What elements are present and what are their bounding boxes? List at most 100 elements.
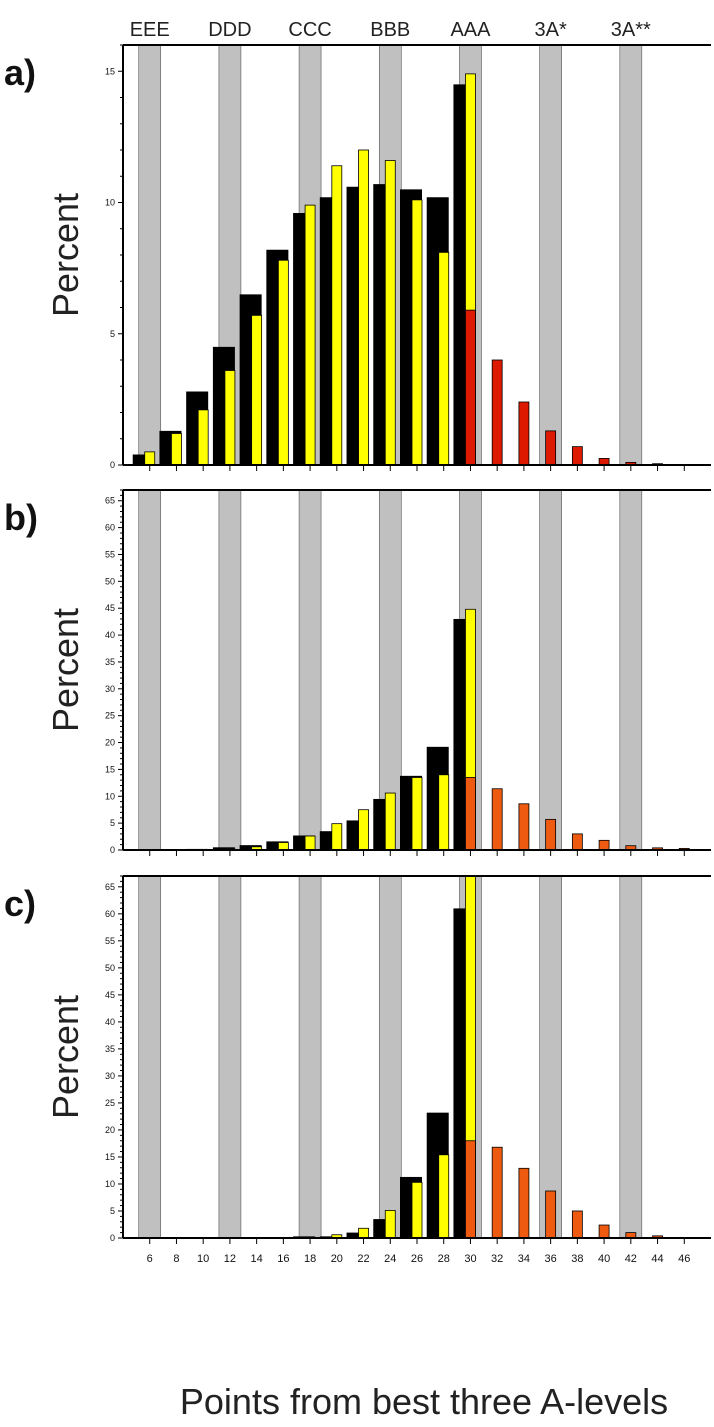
y-tick-label: 45: [105, 603, 115, 613]
bar-black: [266, 841, 289, 850]
bar-orange: [518, 1167, 530, 1239]
bar-yellow: [411, 777, 423, 851]
grade-label: 3A**: [611, 19, 651, 41]
bar-yellow: [358, 1227, 369, 1239]
x-tick-label: 10: [197, 1253, 209, 1265]
x-tick-label: 28: [438, 1253, 450, 1265]
x-tick-label: 16: [277, 1253, 289, 1265]
grade-band: [298, 489, 322, 851]
grade-label: AAA: [450, 19, 491, 41]
panel-label: a): [4, 52, 36, 93]
bar-yellow: [304, 204, 316, 466]
y-tick-label: 10: [105, 1179, 115, 1189]
x-tick-label: 24: [384, 1253, 396, 1265]
bar-red: [571, 446, 583, 466]
bar-orange: [571, 1210, 583, 1239]
x-tick-label: 34: [518, 1253, 530, 1265]
y-tick-label: 50: [105, 576, 115, 586]
grade-band: [218, 875, 242, 1239]
x-tick-label: 8: [173, 1253, 179, 1265]
panel-label: b): [4, 497, 38, 538]
grade-band: [138, 875, 162, 1239]
x-tick-label: 14: [251, 1253, 263, 1265]
bar-yellow: [411, 1181, 423, 1239]
bar-yellow: [277, 259, 289, 466]
y-axis-label: Percent: [45, 608, 86, 732]
bar-orange: [545, 818, 557, 851]
grade-label: 3A*: [535, 19, 567, 41]
bar-yellow: [277, 842, 289, 851]
bar-yellow: [304, 835, 316, 851]
bar-yellow: [438, 774, 450, 851]
bar-yellow: [251, 314, 263, 466]
y-tick-label: 35: [105, 657, 115, 667]
y-tick-label: 15: [105, 764, 115, 774]
bar-yellow: [331, 165, 343, 466]
grade-band: [619, 489, 643, 851]
y-tick-label: 65: [105, 496, 115, 506]
bar-yellow: [197, 409, 209, 466]
bar-yellow: [171, 433, 182, 466]
x-tick-label: 30: [464, 1253, 476, 1265]
y-tick-label: 0: [110, 1233, 115, 1243]
bar-red: [465, 309, 476, 466]
bar-orange: [465, 1140, 476, 1239]
grade-band: [298, 875, 322, 1239]
bar-black: [132, 454, 155, 465]
x-tick-label: 6: [147, 1253, 153, 1265]
y-tick-label: 45: [105, 990, 115, 1000]
grade-band: [539, 875, 562, 1239]
x-tick-label: 38: [571, 1253, 583, 1265]
panels: 051015a)Percent0510152025303540455055606…: [4, 44, 711, 1265]
y-tick-label: 10: [105, 791, 115, 801]
y-tick-label: 20: [105, 1125, 115, 1135]
panel-label: c): [4, 883, 36, 924]
y-axis-label: Percent: [45, 995, 86, 1119]
x-tick-label: 46: [678, 1253, 690, 1265]
grade-label: CCC: [288, 19, 331, 41]
x-tick-label: 18: [304, 1253, 316, 1265]
bar-orange: [491, 1146, 503, 1239]
y-tick-label: 35: [105, 1044, 115, 1054]
x-tick-label: 12: [224, 1253, 236, 1265]
y-tick-label: 30: [105, 1071, 115, 1081]
x-tick-label: 22: [357, 1253, 369, 1265]
y-tick-label: 30: [105, 684, 115, 694]
panel-b: 0 5 10 15 20 25 30 35 40 45 50 55 60 65 b) Percent: [4, 489, 711, 856]
y-tick-label: 0: [110, 460, 115, 470]
y-tick-label: 55: [105, 936, 115, 946]
bar-black: [239, 845, 262, 850]
y-tick-label: 25: [105, 711, 115, 721]
bar-yellow: [384, 792, 396, 851]
y-tick-label: 5: [110, 329, 115, 339]
bar-orange: [518, 803, 530, 851]
bar-yellow: [358, 809, 369, 851]
bar-orange: [598, 839, 610, 851]
grade-band: [138, 44, 162, 466]
y-tick-label: 60: [105, 523, 115, 533]
y-tick-label: 10: [105, 198, 115, 208]
bar-yellow: [358, 149, 369, 466]
bar-yellow: [411, 199, 423, 466]
y-tick-label: 0: [110, 845, 115, 855]
y-tick-label: 60: [105, 909, 115, 919]
bar-yellow: [331, 823, 343, 851]
panel-c: 0 5 10 15 20 25 30 35 40 45 50 55 60 65 6 8 10 12 14 16 18 20…: [4, 875, 711, 1265]
grade-label: DDD: [208, 19, 251, 41]
grade-band: [619, 44, 643, 466]
y-axis-label: Percent: [45, 193, 86, 317]
x-axis-label: Points from best three A-levels: [180, 1381, 668, 1422]
bar-orange: [598, 1224, 610, 1239]
grade-labels: EEE DDD CCC BBB AAA 3A* 3A**: [130, 19, 651, 41]
y-tick-label: 40: [105, 1017, 115, 1027]
bar-orange: [491, 788, 503, 851]
x-tick-label: 26: [411, 1253, 423, 1265]
grade-band: [218, 489, 242, 851]
grade-band: [539, 489, 562, 851]
x-tick-label: 36: [545, 1253, 557, 1265]
bar-yellow: [438, 251, 450, 466]
bar-red: [545, 430, 557, 466]
x-tick-label: 44: [651, 1253, 663, 1265]
x-tick-label: 42: [625, 1253, 637, 1265]
